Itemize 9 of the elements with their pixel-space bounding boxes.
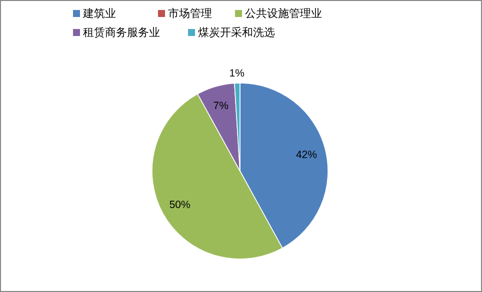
legend-label: 市场管理: [168, 7, 212, 20]
legend-label: 建筑业: [82, 7, 116, 20]
legend-label: 公共设施管理业: [245, 7, 322, 20]
legend-label: 煤炭开采和洗选: [198, 26, 275, 39]
data-label: 50%: [169, 199, 190, 212]
legend-label: 租赁商务服务业: [83, 26, 160, 39]
data-label: 7%: [213, 100, 228, 112]
data-label: 1%: [229, 67, 244, 80]
data-label: 42%: [296, 148, 317, 161]
